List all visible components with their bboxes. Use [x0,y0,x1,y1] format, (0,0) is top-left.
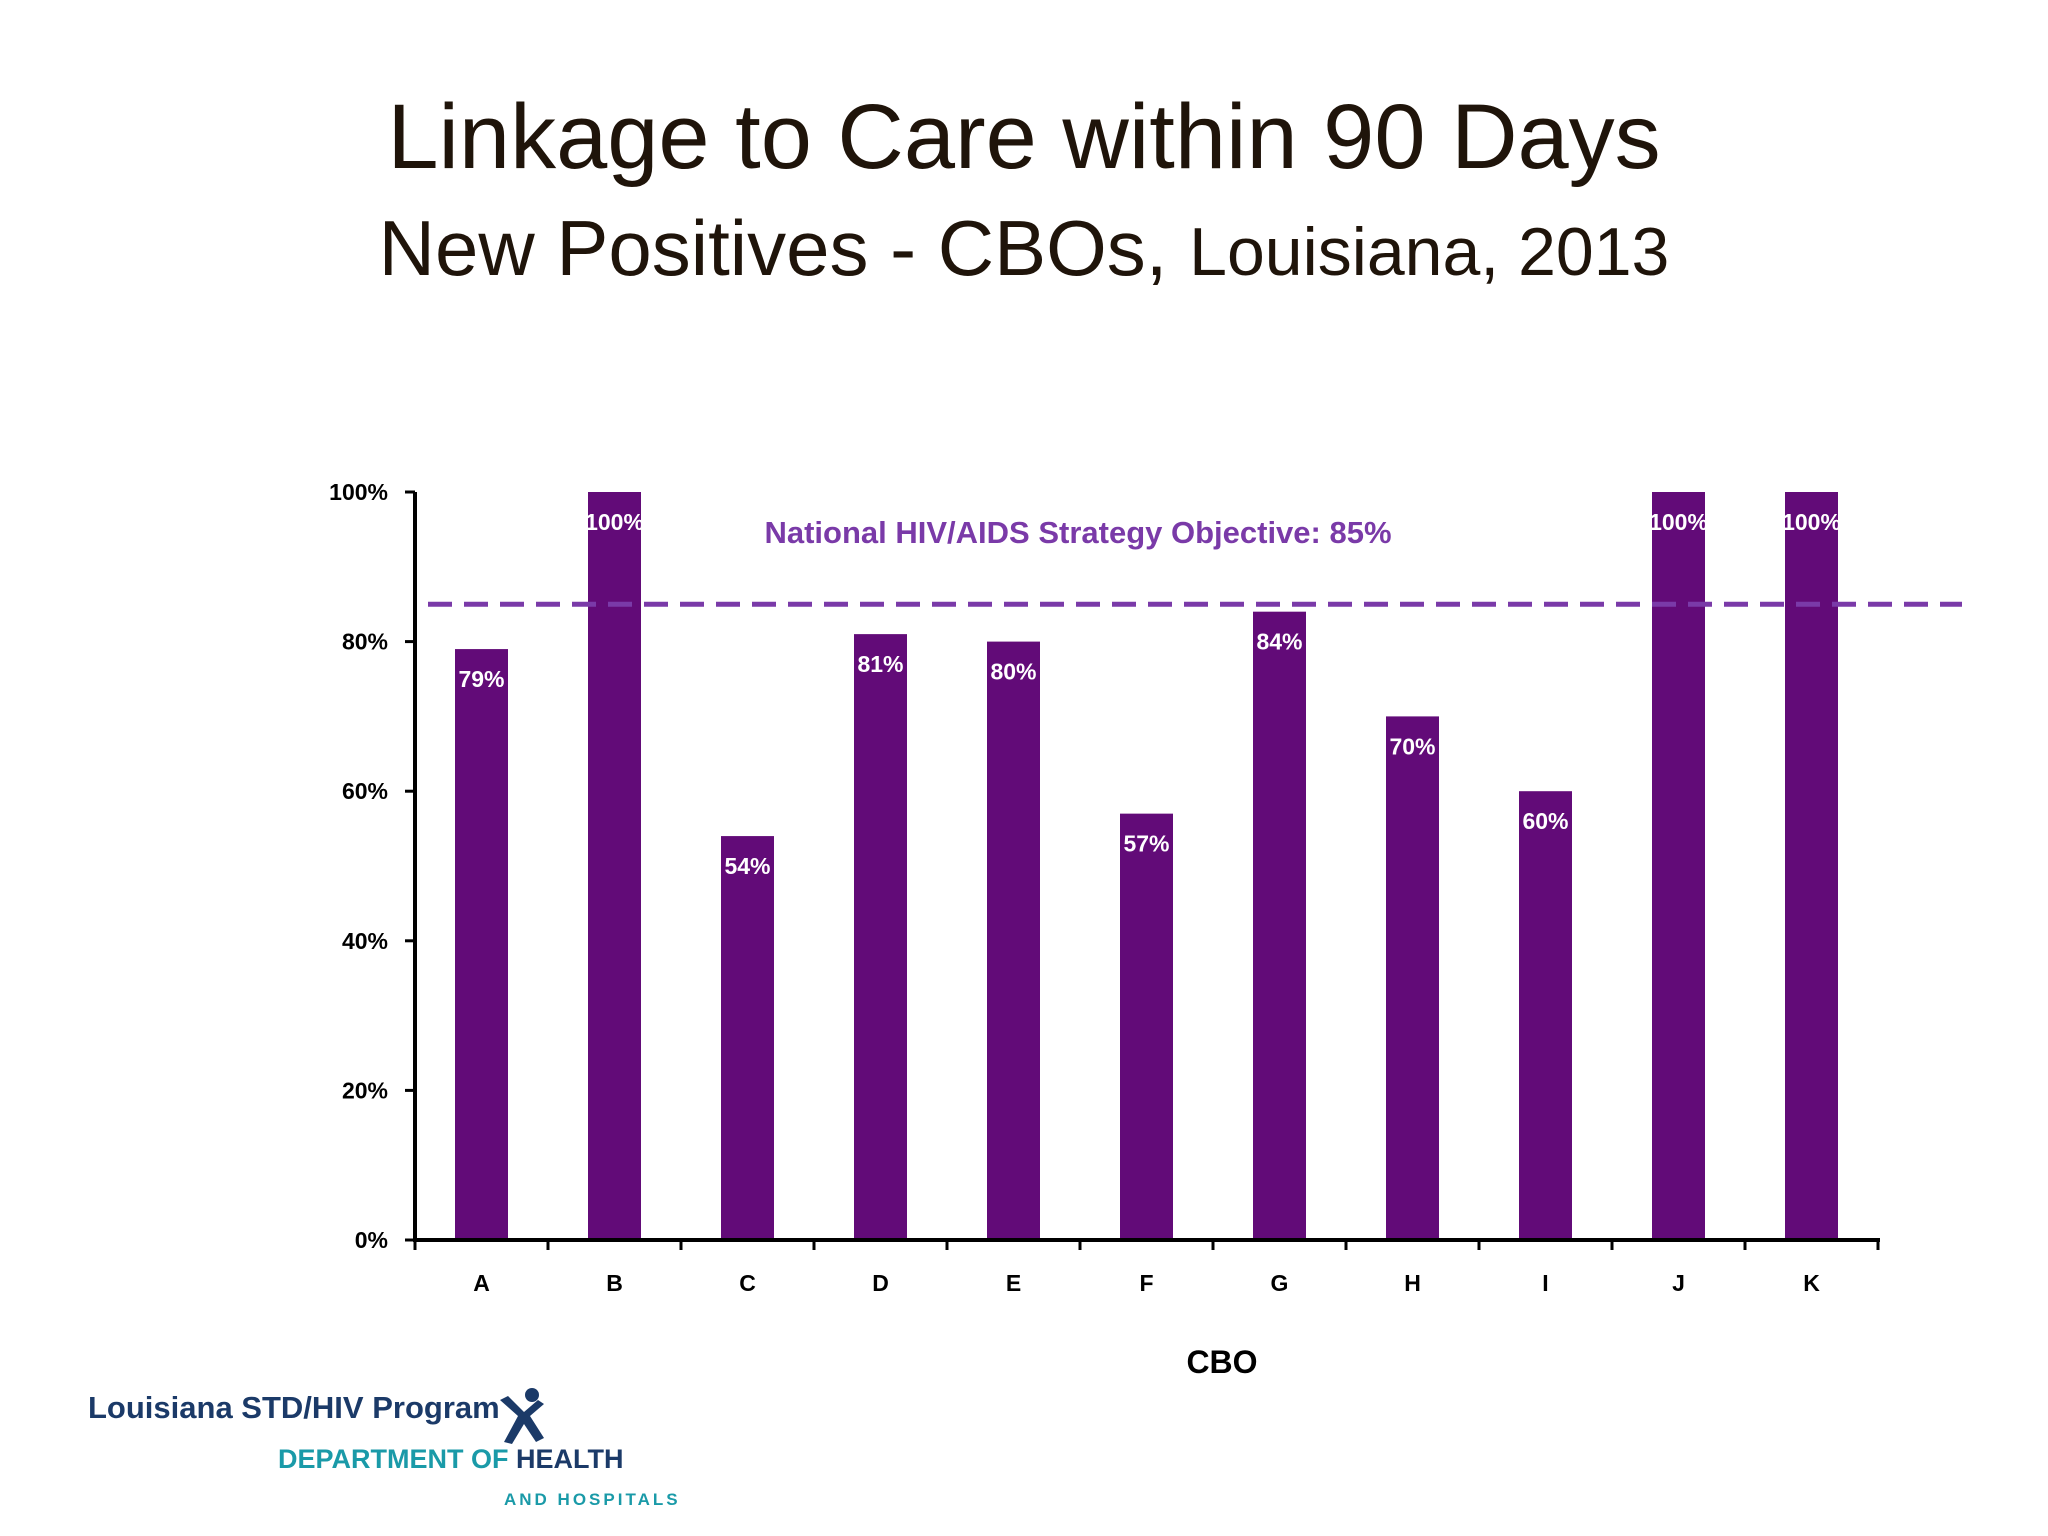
y-tick-label: 0% [355,1227,388,1253]
x-tick-label-G: G [1271,1270,1289,1296]
value-label-K: 100% [1782,509,1841,535]
x-tick-label-H: H [1404,1270,1421,1296]
value-label-F: 57% [1123,831,1169,857]
dept-health: HEALTH [516,1444,624,1474]
dept-prefix: DEPARTMENT OF [278,1444,516,1474]
value-label-I: 60% [1522,808,1568,834]
dhh-figure-icon [500,1388,544,1444]
x-tick-label-J: J [1672,1270,1685,1296]
x-tick-label-A: A [473,1270,490,1296]
slide-subtitle: New Positives - CBOs, Louisiana, 2013 [0,198,2048,302]
bar-G [1253,611,1306,1240]
value-label-C: 54% [724,853,770,879]
bar-C [721,836,774,1240]
x-axis-title: CBO [1186,1344,1257,1380]
x-tick-label-C: C [739,1270,756,1296]
y-tick-label: 100% [329,479,388,505]
title-block: Linkage to Care within 90 Days New Posit… [0,82,2048,302]
bar-J [1652,492,1705,1240]
bar-D [854,634,907,1240]
value-label-D: 81% [857,651,903,677]
value-label-G: 84% [1256,629,1302,655]
x-tick-label-I: I [1542,1270,1548,1296]
y-tick-label: 20% [342,1077,388,1103]
x-tick-label-E: E [1006,1270,1021,1296]
value-label-E: 80% [990,659,1036,685]
program-name: Louisiana STD/HIV Program [88,1390,500,1425]
bar-E [987,641,1040,1240]
footer: Louisiana STD/HIV Program DEPARTMENT OF … [88,1388,678,1509]
x-tick-label-K: K [1803,1270,1820,1296]
bar-I [1519,791,1572,1240]
x-tick-label-F: F [1139,1270,1153,1296]
y-tick-label: 60% [342,778,388,804]
bar-H [1386,716,1439,1240]
y-tick-label: 80% [342,629,388,655]
reference-label: National HIV/AIDS Strategy Objective: 85… [764,515,1391,550]
bar-F [1120,813,1173,1240]
slide-title: Linkage to Care within 90 Days [387,86,1661,188]
x-tick-label-B: B [606,1270,623,1296]
dept-sub: AND HOSPITALS [504,1490,681,1509]
bar-A [455,649,508,1240]
subtitle-main: New Positives - CBOs, [378,204,1168,292]
value-label-B: 100% [585,509,644,535]
department-name: DEPARTMENT OF HEALTH [278,1444,624,1475]
bar-B [588,492,641,1240]
x-tick-label-D: D [872,1270,889,1296]
subtitle-rest: Louisiana, 2013 [1189,214,1670,290]
value-label-H: 70% [1389,733,1435,759]
y-tick-label: 40% [342,928,388,954]
bar-K [1785,492,1838,1240]
value-label-A: 79% [458,666,504,692]
value-label-J: 100% [1649,509,1708,535]
